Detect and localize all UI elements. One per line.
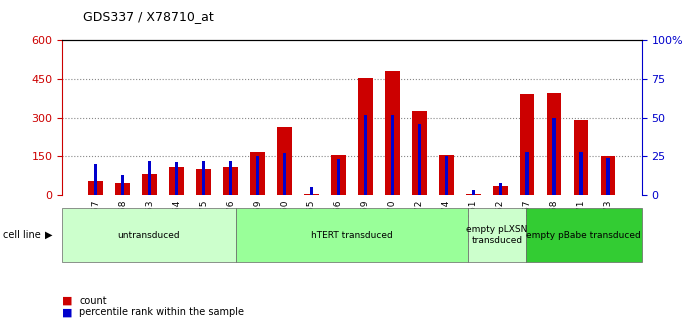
Bar bbox=[223, 167, 238, 195]
Bar bbox=[304, 194, 319, 195]
Bar bbox=[358, 78, 373, 195]
Bar bbox=[553, 118, 555, 195]
Bar bbox=[256, 156, 259, 195]
Text: empty pLXSN
transduced: empty pLXSN transduced bbox=[466, 225, 527, 245]
Bar bbox=[142, 174, 157, 195]
Bar bbox=[526, 152, 529, 195]
Text: cell line: cell line bbox=[3, 230, 41, 240]
Bar bbox=[95, 164, 97, 195]
Bar bbox=[250, 153, 265, 195]
Text: count: count bbox=[79, 296, 107, 306]
Text: hTERT transduced: hTERT transduced bbox=[311, 231, 393, 240]
Text: untransduced: untransduced bbox=[118, 231, 180, 240]
Bar bbox=[337, 159, 340, 195]
Bar bbox=[310, 187, 313, 195]
Bar bbox=[412, 111, 426, 195]
Text: ▶: ▶ bbox=[45, 230, 52, 240]
Bar bbox=[417, 124, 421, 195]
Bar bbox=[600, 156, 615, 195]
Bar bbox=[439, 155, 453, 195]
Text: percentile rank within the sample: percentile rank within the sample bbox=[79, 307, 244, 318]
Bar bbox=[175, 162, 178, 195]
Text: ■: ■ bbox=[62, 296, 72, 306]
Bar bbox=[385, 71, 400, 195]
Bar bbox=[466, 194, 481, 195]
Bar bbox=[202, 161, 206, 195]
Bar bbox=[148, 161, 151, 195]
Bar bbox=[471, 190, 475, 195]
Bar bbox=[546, 93, 562, 195]
Bar bbox=[115, 183, 130, 195]
Bar bbox=[364, 115, 367, 195]
Bar bbox=[493, 186, 508, 195]
Bar bbox=[331, 155, 346, 195]
Bar bbox=[444, 156, 448, 195]
Bar bbox=[121, 175, 124, 195]
Bar bbox=[229, 161, 233, 195]
Bar bbox=[607, 158, 609, 195]
Bar bbox=[196, 169, 211, 195]
Bar bbox=[580, 152, 582, 195]
Bar bbox=[169, 167, 184, 195]
Text: empty pBabe transduced: empty pBabe transduced bbox=[526, 231, 641, 240]
Bar bbox=[573, 120, 589, 195]
Bar bbox=[498, 182, 502, 195]
Bar bbox=[283, 153, 286, 195]
Bar bbox=[391, 115, 394, 195]
Bar bbox=[88, 181, 104, 195]
Bar bbox=[277, 127, 292, 195]
Text: ■: ■ bbox=[62, 307, 72, 318]
Text: GDS337 / X78710_at: GDS337 / X78710_at bbox=[83, 10, 213, 23]
Bar bbox=[520, 94, 535, 195]
